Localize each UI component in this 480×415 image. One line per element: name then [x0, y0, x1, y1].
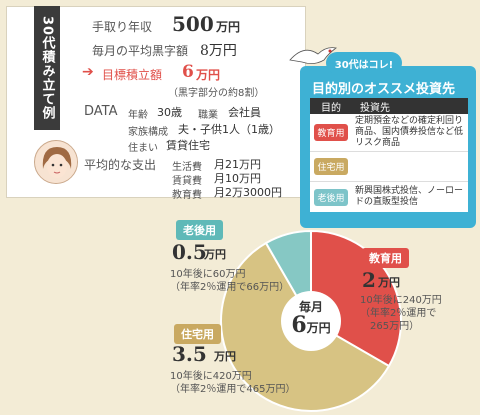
- pie-center-value-wrap: 6万円: [281, 312, 341, 338]
- callout-house-tag: 住宅用: [174, 324, 221, 344]
- family-value: 夫・子供1人（1歳）: [178, 123, 280, 136]
- expense-value-1: 月10万円: [214, 172, 261, 185]
- pie-center-value: 6: [291, 312, 307, 338]
- pie-center-unit: 万円: [306, 321, 331, 335]
- expense-heading: 平均的な支出: [84, 158, 157, 172]
- bird-icon: [289, 47, 337, 64]
- house-label: 住まい: [128, 143, 158, 154]
- callout-house-note2: （年率2％運用で465万円）: [170, 384, 296, 395]
- row-text-old: 新興国株式投信、ノーロードの直販型投信: [355, 186, 464, 207]
- recommend-table: 目的 投資先 教育用 定期預金などの確定利回り商品、国内債券投信など低リスク商品…: [310, 98, 468, 212]
- expense-label-1: 賃貸費: [172, 176, 202, 187]
- table-row: 老後用 新興国株式投信、ノーロードの直販型投信: [310, 182, 468, 212]
- row-tag-old: 老後用: [314, 188, 348, 206]
- callout-old-unit: 万円: [204, 248, 226, 261]
- target-label: 目標積立額: [102, 68, 163, 82]
- pie-center-label: 毎月: [298, 300, 323, 314]
- callout-old-amount: 0.5: [172, 240, 207, 264]
- house-value: 賃貸住宅: [166, 139, 210, 152]
- callout-edu-tag: 教育用: [362, 248, 409, 268]
- expense-label-2: 教育費: [172, 190, 202, 201]
- callout-house-unit: 万円: [214, 350, 236, 363]
- callout-edu-unit: 万円: [378, 276, 400, 289]
- callout-edu-note3: 265万円）: [370, 321, 420, 332]
- table-row: 住宅用: [310, 152, 468, 182]
- callout-old-tag: 老後用: [176, 220, 223, 240]
- card-tab-label: 30代積み立て例: [34, 6, 60, 130]
- row-tag-edu: 教育用: [314, 124, 348, 141]
- income-value: 500: [172, 12, 214, 36]
- target-note: （黒字部分の約8割）: [168, 88, 265, 99]
- col-investment: 投資先: [360, 102, 390, 114]
- col-purpose: 目的: [321, 102, 341, 114]
- table-row: 教育用 定期預金などの確定利回り商品、国内債券投信など低リスク商品: [310, 114, 468, 152]
- arrow-right-icon: ➔: [82, 64, 94, 80]
- recommend-pill: 30代はコレ!: [326, 52, 402, 74]
- callout-edu-note2: （年率2％運用で: [360, 308, 437, 319]
- callout-house-note1: 10年後に420万円: [170, 371, 252, 382]
- row-text-edu: 定期預金などの確定利回り商品、国内債券投信など低リスク商品: [355, 116, 464, 148]
- target-unit: 万円: [196, 68, 221, 82]
- recommend-title: 目的別のオススメ投資先: [312, 82, 456, 97]
- family-label: 家族構成: [128, 127, 168, 138]
- job-label: 職業: [198, 110, 218, 121]
- expense-value-0: 月21万円: [214, 158, 261, 171]
- expense-label-0: 生活費: [172, 162, 202, 173]
- surplus-label: 毎月の平均黒字額: [92, 44, 189, 58]
- avatar: [34, 140, 78, 184]
- expense-value-2: 月2万3000円: [214, 186, 282, 199]
- callout-old-note1: 10年後に60万円: [170, 269, 246, 280]
- age-label: 年齢: [128, 110, 148, 121]
- surplus-value: 8万円: [200, 43, 237, 59]
- callout-house-amount: 3.5: [172, 342, 207, 366]
- income-unit: 万円: [216, 20, 241, 34]
- callout-old-note2: （年率2％運用で66万円）: [170, 282, 290, 293]
- row-text-house: [352, 165, 468, 169]
- callout-edu-amount: 2: [362, 268, 376, 292]
- data-heading: DATA: [84, 104, 118, 119]
- income-label: 手取り年収: [92, 20, 153, 34]
- target-value: 6: [182, 62, 194, 82]
- callout-edu-note1: 10年後に240万円: [360, 295, 442, 306]
- job-value: 会社員: [228, 106, 261, 119]
- table-header: 目的 投資先: [310, 98, 468, 114]
- age-value: 30歳: [157, 106, 182, 119]
- row-tag-house: 住宅用: [314, 158, 348, 175]
